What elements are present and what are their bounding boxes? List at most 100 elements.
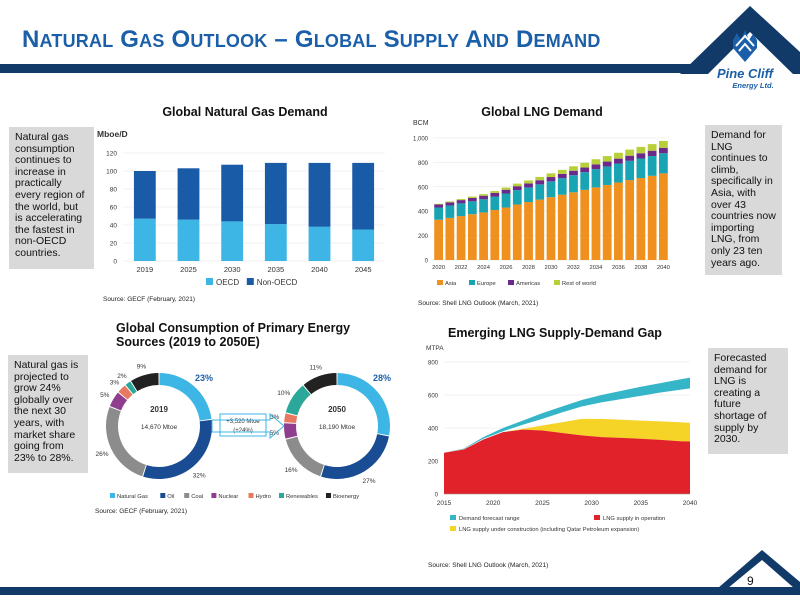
title-word-rest: UPPLY (399, 31, 460, 51)
bar-europe (467, 201, 477, 215)
legend-swatch (437, 280, 443, 285)
x-tick-label: 2030 (224, 265, 241, 274)
bar-non-oecd (352, 162, 375, 230)
donut-slice-oil (321, 434, 389, 479)
legend-label: Renewables (286, 494, 318, 500)
bar-rest-of-world (467, 196, 477, 198)
bar-americas (524, 183, 533, 188)
note-gas-demand: Natural gas consumption continues to inc… (9, 127, 94, 269)
bar-non-oecd (177, 168, 200, 220)
primary-energy-source: Source: GECF (February, 2021) (95, 508, 187, 515)
bar-americas (647, 150, 657, 157)
y-tick-label: 80 (110, 187, 118, 194)
y-tick-label: 600 (428, 394, 439, 400)
donut-slice-natural-gas (159, 373, 212, 421)
legend-label: OECD (216, 278, 239, 287)
bar-rest-of-world (546, 173, 556, 178)
x-tick-label: 2036 (612, 265, 625, 271)
bar-americas (569, 170, 578, 176)
slice-label: 26% (95, 451, 108, 458)
y-tick-label: 200 (418, 234, 429, 240)
bar-asia (501, 207, 511, 260)
bar-rest-of-world (535, 176, 545, 181)
legend-swatch (248, 493, 254, 498)
lng-demand-chart: BCM 0 200 400 600 800 1,000 2020 2022 2024 2026 202… (413, 120, 670, 287)
logo-name-text: Pine Cliff (717, 66, 775, 81)
bar-asia (535, 199, 545, 260)
y-tick-label: 600 (418, 185, 429, 191)
slice-label: 27% (363, 478, 376, 485)
bar-europe (490, 196, 500, 210)
x-tick-label: 2035 (267, 265, 284, 274)
bar-americas (591, 164, 601, 170)
title-word-rest: AS (139, 31, 165, 51)
bar-americas (614, 158, 623, 164)
bar-europe (456, 203, 466, 217)
legend-label: Oil (167, 494, 174, 500)
gas-demand-source: Source: GECF (February, 2021) (103, 296, 195, 303)
title-word-rest: UTLOOK (190, 31, 268, 51)
note-lng-gap: Forecasted demand for LNG is creating a … (708, 348, 788, 454)
y-tick-label: 800 (418, 161, 429, 167)
donut-slice-coal (105, 406, 146, 477)
bar-asia (524, 202, 533, 260)
title-word-rest: LOBAL (313, 31, 377, 51)
legend-swatch (211, 493, 217, 498)
x-tick-label: 2035 (634, 500, 649, 507)
bar-asia (445, 217, 455, 260)
bar-europe (614, 163, 623, 183)
title-word-initial: G (120, 26, 140, 53)
bar-europe (535, 184, 545, 200)
slice-label: 32% (193, 473, 206, 480)
bar-europe (636, 158, 646, 179)
footer-roof-shape (718, 550, 800, 588)
x-tick-label: 2045 (355, 265, 372, 274)
slide-title: NATURAL GAS OUTLOOK – GLOBAL SUPPLY AND … (22, 26, 601, 54)
bar-americas (535, 180, 545, 185)
lng-demand-title: Global LNG Demand (481, 105, 603, 119)
bar-non-oecd (308, 162, 331, 227)
y-tick-label: 40 (110, 223, 118, 230)
bar-europe (591, 169, 601, 188)
y-tick-label: 20 (110, 241, 118, 248)
bar-oecd (177, 219, 200, 261)
slice-label: 23% (195, 373, 213, 383)
legend-label: LNG supply under construction (including… (459, 527, 639, 533)
y-tick-label: 120 (106, 151, 117, 158)
primary-energy-title: Global Consumption of Primary Energy Sou… (116, 321, 351, 349)
logo-tree-icon (733, 30, 757, 62)
y-axis-label: MTPA (426, 345, 444, 352)
gas-demand-title: Global Natural Gas Demand (162, 105, 328, 119)
x-tick-label: 2030 (545, 265, 558, 271)
bar-asia (467, 214, 477, 260)
bar-asia (434, 219, 444, 260)
title-word-initial: A (465, 26, 483, 53)
bar-asia (602, 184, 612, 260)
bar-europe (647, 156, 657, 176)
title-underline-bar (0, 64, 690, 73)
bar-oecd (352, 229, 375, 261)
legend-label: Bioenergy (333, 494, 359, 500)
donut-slice-nuclear (109, 392, 128, 411)
slice-label: 9% (137, 364, 147, 371)
area-demand-range (444, 377, 690, 453)
x-tick-label: 2026 (500, 265, 513, 271)
bar-rest-of-world (490, 191, 500, 193)
donut-slice-bioenergy (131, 373, 159, 392)
bar-oecd (221, 221, 244, 261)
legend-swatch (450, 515, 456, 520)
bar-europe (445, 205, 455, 218)
y-tick-label: 100 (106, 169, 117, 176)
title-word-initial: N (22, 26, 40, 53)
title-word-initial: S (383, 26, 400, 53)
legend-label: Americas (516, 281, 540, 287)
bar-rest-of-world (625, 149, 635, 156)
legend-swatch (469, 280, 475, 285)
company-logo: Pine Cliff Energy Ltd. (680, 6, 800, 90)
page-number: 9 (747, 574, 754, 588)
donut-year-label: 2019 (150, 405, 168, 414)
bar-americas (636, 153, 646, 159)
bar-europe (580, 172, 590, 190)
bar-asia (456, 216, 466, 260)
